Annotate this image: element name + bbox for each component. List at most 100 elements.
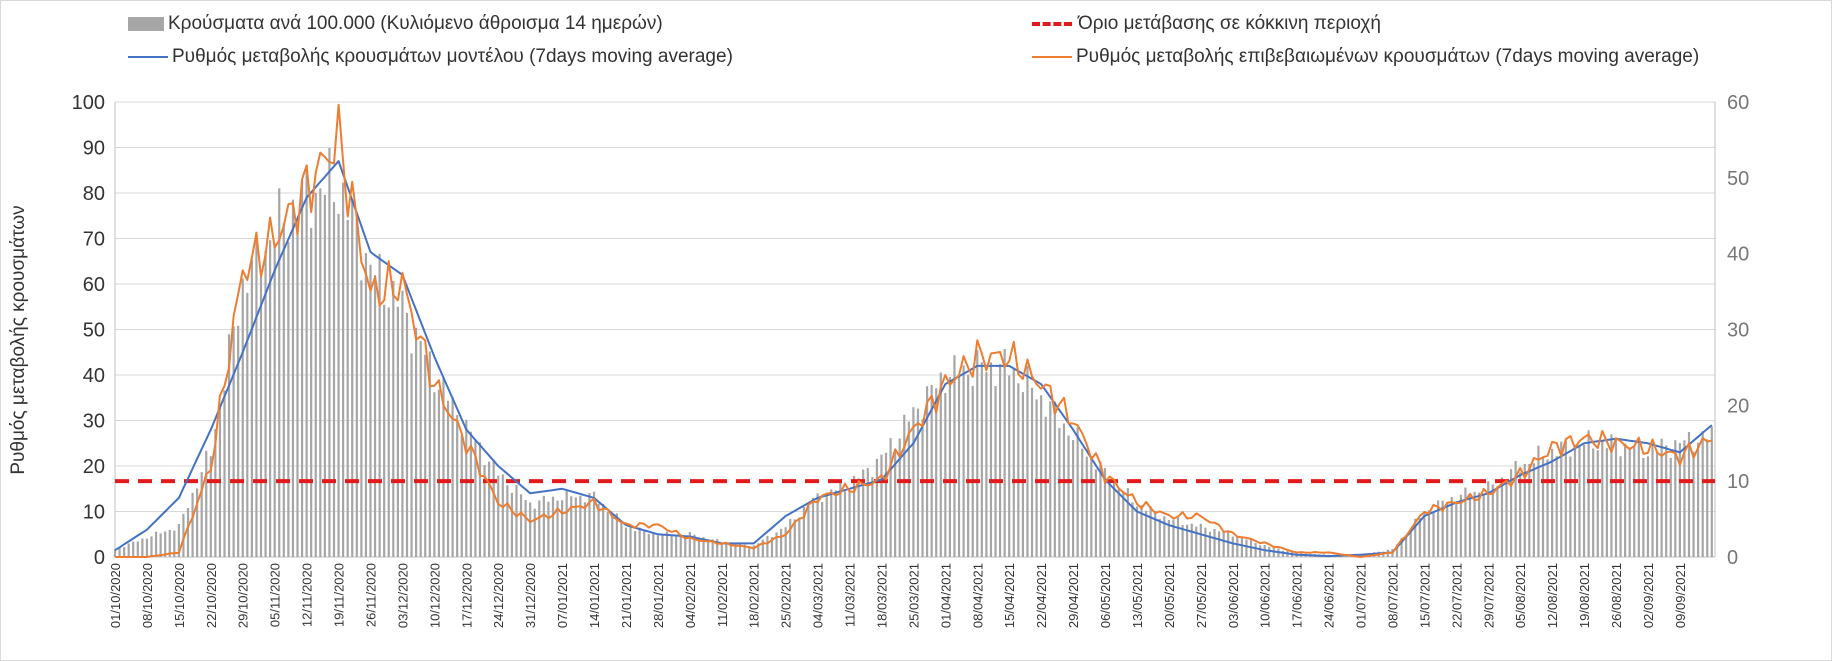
case-bar xyxy=(186,508,190,557)
x-tick-label: 03/12/2020 xyxy=(395,563,410,628)
case-bar xyxy=(1674,440,1677,557)
x-tick-label: 22/04/2021 xyxy=(1034,563,1049,628)
case-bar xyxy=(620,523,623,557)
legend-confirmed-swatch xyxy=(1032,56,1072,58)
case-bar xyxy=(565,489,568,557)
legend-model-swatch xyxy=(128,56,168,58)
x-tick-label: 08/07/2021 xyxy=(1385,563,1400,628)
case-bar xyxy=(250,259,253,557)
case-bar xyxy=(1706,439,1709,557)
y-tick-label-left: 80 xyxy=(83,183,105,205)
case-bar xyxy=(223,390,226,557)
case-bar xyxy=(173,530,176,557)
case-bar xyxy=(720,543,723,557)
case-bar xyxy=(1487,481,1490,557)
case-bar xyxy=(921,419,924,557)
case-bar xyxy=(1692,451,1695,557)
case-bar xyxy=(579,495,582,557)
case-bar xyxy=(1546,459,1549,557)
case-bar xyxy=(1587,430,1590,557)
case-bar xyxy=(1240,536,1243,557)
case-bar xyxy=(351,199,354,557)
case-bar xyxy=(433,392,436,557)
x-tick-label: 26/08/2021 xyxy=(1609,563,1624,628)
case-bar xyxy=(894,449,897,557)
case-bar xyxy=(784,527,787,557)
y-tick-label-left: 90 xyxy=(83,138,105,160)
case-bar xyxy=(834,490,837,557)
case-bar xyxy=(1122,491,1125,557)
case-bar xyxy=(1117,489,1120,557)
case-bar xyxy=(460,435,463,557)
legend-item-threshold: Όριο μετάβασης σε κόκκινη περιοχή xyxy=(1032,13,1381,35)
case-bar xyxy=(1555,456,1558,557)
case-bar xyxy=(1254,542,1257,557)
case-bar xyxy=(113,549,117,557)
case-bar xyxy=(1646,456,1650,557)
case-bar xyxy=(1423,510,1426,557)
case-bar xyxy=(1395,544,1399,557)
case-bar xyxy=(1227,531,1230,557)
y-tick-label-right: 50 xyxy=(1727,168,1749,190)
case-bar xyxy=(1094,469,1097,557)
case-bar xyxy=(779,528,783,557)
case-bar xyxy=(693,534,696,557)
case-bar xyxy=(547,501,550,557)
case-bar xyxy=(1199,523,1202,557)
case-bar xyxy=(246,292,249,557)
x-tick-label: 15/04/2021 xyxy=(1002,563,1017,628)
case-bar xyxy=(1496,486,1499,557)
case-bar xyxy=(1154,510,1157,557)
x-tick-label: 02/09/2021 xyxy=(1641,563,1656,628)
case-bar xyxy=(757,543,760,557)
case-bar xyxy=(1582,444,1586,557)
case-bar xyxy=(141,538,144,557)
case-bar xyxy=(1514,460,1517,557)
x-tick-label: 19/11/2020 xyxy=(332,563,347,627)
case-bar xyxy=(469,431,472,557)
case-bar xyxy=(355,217,358,557)
x-tick-label: 10/12/2020 xyxy=(427,563,442,628)
case-bar xyxy=(1040,395,1043,557)
case-bar xyxy=(971,385,974,557)
case-bar xyxy=(798,517,801,557)
case-bar xyxy=(935,388,938,557)
x-tick-label: 04/02/2021 xyxy=(683,563,698,628)
case-bar xyxy=(1400,537,1403,557)
case-bar xyxy=(492,459,495,557)
case-bar xyxy=(561,500,564,557)
case-bar xyxy=(483,465,486,557)
case-bar xyxy=(1113,481,1116,557)
case-bar xyxy=(1478,492,1481,557)
case-bar xyxy=(679,534,682,557)
y-tick-label-right: 20 xyxy=(1727,395,1749,417)
case-bar xyxy=(383,304,386,557)
x-tick-label: 28/01/2021 xyxy=(651,563,666,628)
case-bar xyxy=(1660,438,1663,557)
case-bar xyxy=(1058,428,1061,557)
y-tick-label-left: 20 xyxy=(83,456,105,478)
case-bar xyxy=(1633,446,1636,557)
case-bar xyxy=(1551,448,1554,557)
case-bar xyxy=(962,365,965,557)
case-bar xyxy=(1081,448,1084,557)
case-bar xyxy=(551,496,555,557)
case-bar xyxy=(948,377,952,557)
case-bar xyxy=(405,312,409,557)
case-bar xyxy=(1259,545,1262,557)
case-bar xyxy=(1500,477,1504,557)
x-tick-label: 13/05/2021 xyxy=(1130,563,1145,628)
case-bar xyxy=(1053,401,1056,557)
legend-item-model: Ρυθμός μεταβολής κρουσμάτων μοντέλου (7d… xyxy=(128,46,733,68)
x-tick-label: 24/06/2021 xyxy=(1322,563,1337,628)
case-bar xyxy=(1519,472,1522,557)
case-bar xyxy=(761,539,764,557)
case-bar xyxy=(237,325,240,557)
case-bar xyxy=(1071,440,1075,557)
case-bar xyxy=(291,199,295,557)
y-tick-label-left: 100 xyxy=(72,92,105,114)
case-bar xyxy=(1655,451,1659,557)
case-bar xyxy=(980,362,983,557)
case-bar xyxy=(1204,527,1207,557)
